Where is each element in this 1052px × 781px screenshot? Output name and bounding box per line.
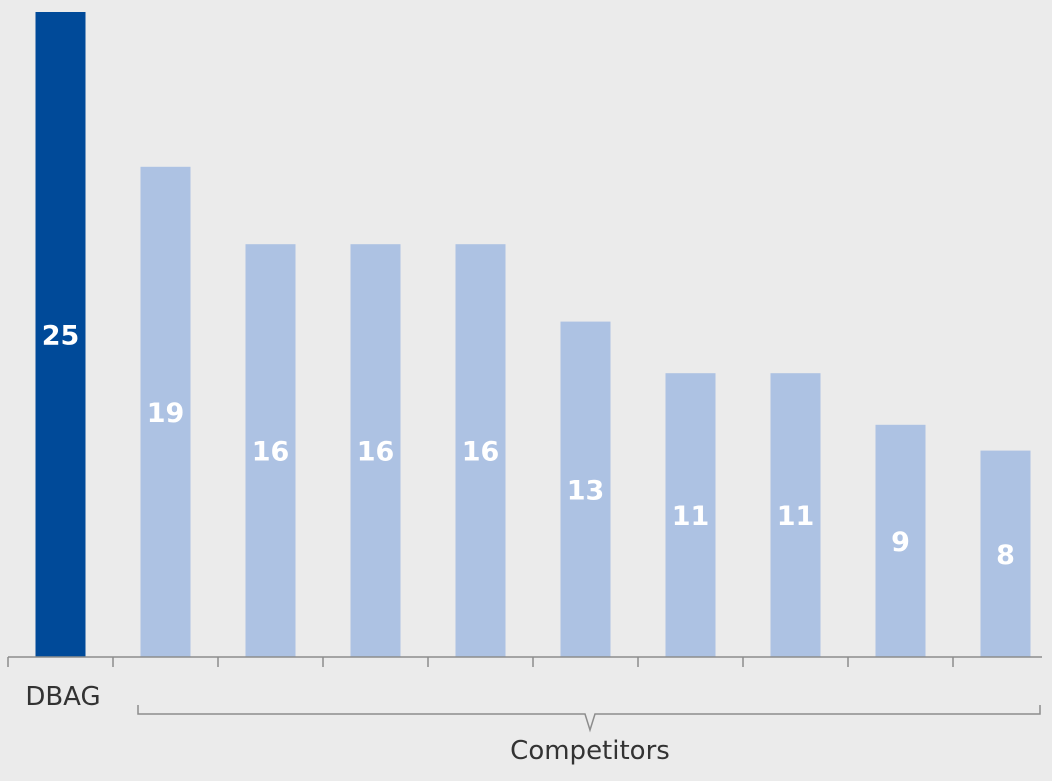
bar-competitor: [560, 321, 611, 657]
bar-value-label: 16: [357, 437, 395, 468]
bar-value-label: 25: [42, 321, 80, 352]
value-labels: 25 19 16 16 16 13 11 11 9 8: [42, 321, 1015, 571]
x-axis: [7, 656, 1042, 667]
bar-value-label: 19: [147, 398, 185, 429]
dbag-category-label: DBAG: [25, 682, 100, 712]
bar-competitor: [245, 244, 296, 657]
bar-competitor: [140, 166, 191, 658]
bar-competitor: [455, 244, 506, 657]
bar-value-label: 16: [462, 437, 500, 468]
competitors-bracket: [137, 705, 1041, 733]
bar-value-label: 8: [996, 540, 1015, 571]
bar-dbag: [35, 12, 86, 657]
bar-competitor: [350, 244, 401, 657]
bar-competitor: [875, 424, 926, 657]
bar-competitor: [980, 450, 1031, 657]
bars: [35, 12, 1031, 658]
bar-value-label: 13: [567, 475, 605, 506]
bar-value-label: 9: [891, 527, 910, 558]
bar-competitor: [665, 373, 716, 657]
bar-value-label: 16: [252, 437, 290, 468]
competitors-group-label: Competitors: [510, 736, 670, 766]
bar-competitor: [770, 373, 821, 657]
bar-value-label: 11: [777, 501, 815, 532]
bar-value-label: 11: [672, 501, 710, 532]
